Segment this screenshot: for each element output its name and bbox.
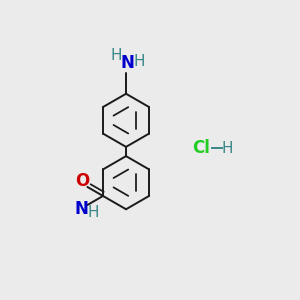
Text: Cl: Cl: [192, 139, 210, 157]
Text: H: H: [110, 48, 122, 63]
Text: O: O: [75, 172, 89, 190]
Text: H: H: [134, 54, 145, 69]
Text: H: H: [87, 205, 99, 220]
Text: N: N: [120, 54, 134, 72]
Text: H: H: [221, 140, 233, 155]
Text: N: N: [75, 200, 88, 218]
